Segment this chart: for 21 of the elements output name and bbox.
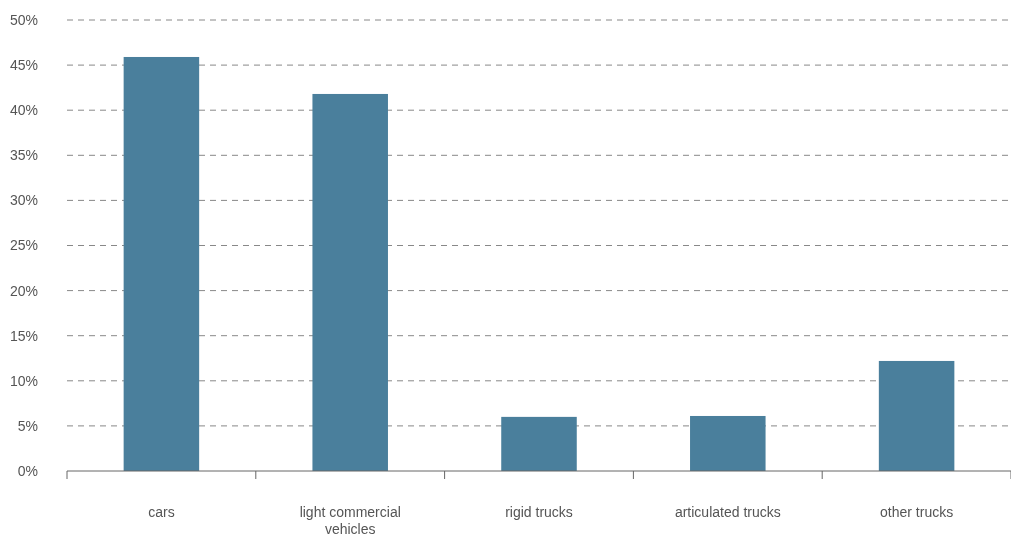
- bar: [123, 56, 200, 471]
- y-tick-label: 50%: [9, 11, 38, 28]
- x-tick-label: cars: [148, 503, 175, 520]
- y-tick-label: 40%: [9, 102, 38, 119]
- y-tick-label: 25%: [9, 237, 38, 254]
- x-tick-label: other trucks: [880, 503, 954, 520]
- y-tick-label: 35%: [9, 147, 38, 164]
- x-tick-label: rigid trucks: [505, 503, 573, 520]
- y-tick-label: 10%: [9, 372, 38, 389]
- x-tick-label: articulated trucks: [674, 503, 781, 520]
- y-tick-label: 5%: [17, 417, 38, 434]
- x-tick-label: light commercial vehicles: [299, 503, 401, 538]
- y-tick-label: 45%: [9, 57, 38, 74]
- y-tick-label: 15%: [9, 327, 38, 344]
- bar: [501, 416, 577, 471]
- bar: [690, 415, 766, 471]
- bar: [878, 360, 955, 471]
- bar: [312, 93, 388, 471]
- y-tick-label: 0%: [17, 462, 38, 479]
- y-tick-label: 30%: [9, 192, 38, 209]
- y-tick-label: 20%: [9, 282, 38, 299]
